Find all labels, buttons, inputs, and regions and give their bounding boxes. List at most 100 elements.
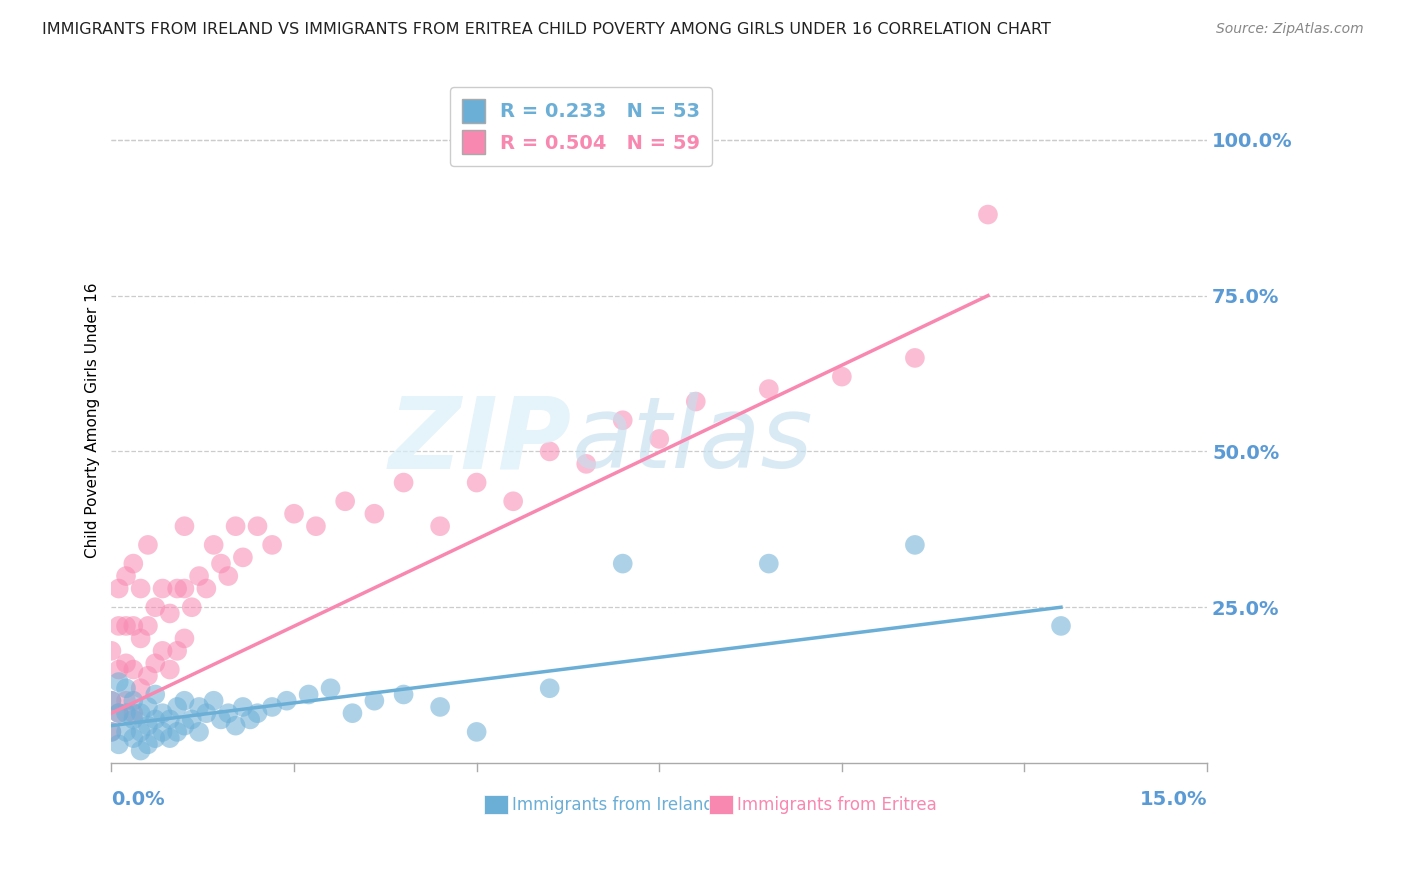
Point: [129, 706, 152, 721]
Point: [152, 706, 174, 721]
Point: [612, 557, 634, 571]
Point: [152, 724, 174, 739]
Point: [262, 700, 284, 714]
Point: [122, 619, 145, 633]
Point: [143, 688, 166, 702]
Point: [122, 557, 145, 571]
Point: [246, 519, 269, 533]
Point: [319, 681, 342, 696]
Point: [107, 675, 129, 690]
Point: [115, 619, 138, 633]
Point: [100, 644, 122, 658]
Point: [685, 394, 707, 409]
Point: [465, 724, 488, 739]
Text: 15.0%: 15.0%: [1140, 790, 1208, 809]
Legend: R = 0.233   N = 53, R = 0.504   N = 59: R = 0.233 N = 53, R = 0.504 N = 59: [450, 87, 711, 166]
Point: [276, 694, 298, 708]
Point: [173, 582, 195, 596]
Point: [538, 681, 561, 696]
Point: [188, 724, 211, 739]
Point: [1050, 619, 1073, 633]
Point: [173, 719, 195, 733]
Point: [115, 694, 138, 708]
Text: Immigrants from Eritrea: Immigrants from Eritrea: [737, 796, 936, 814]
Point: [129, 632, 152, 646]
Point: [612, 413, 634, 427]
Point: [195, 582, 218, 596]
Point: [166, 700, 188, 714]
Point: [538, 444, 561, 458]
Text: ZIP: ZIP: [388, 392, 572, 490]
Point: [136, 669, 159, 683]
Point: [232, 550, 254, 565]
Point: [136, 538, 159, 552]
Point: [159, 607, 181, 621]
Point: [502, 494, 524, 508]
Point: [107, 706, 129, 721]
Point: [100, 724, 122, 739]
Point: [904, 351, 927, 365]
Point: [173, 632, 195, 646]
Point: [831, 369, 853, 384]
Point: [100, 694, 122, 708]
Point: [129, 681, 152, 696]
Point: [209, 557, 232, 571]
Point: [143, 731, 166, 745]
Point: [129, 582, 152, 596]
Point: [115, 657, 138, 671]
Point: [143, 657, 166, 671]
Point: [465, 475, 488, 490]
Point: [129, 743, 152, 757]
Point: [166, 724, 188, 739]
Point: [429, 519, 451, 533]
Text: Immigrants from Ireland: Immigrants from Ireland: [512, 796, 714, 814]
Point: [122, 713, 145, 727]
Point: [152, 644, 174, 658]
Point: [298, 688, 321, 702]
Point: [166, 582, 188, 596]
Point: [180, 600, 202, 615]
Point: [107, 706, 129, 721]
Point: [136, 700, 159, 714]
Point: [225, 719, 247, 733]
Text: 0.0%: 0.0%: [111, 790, 165, 809]
Point: [115, 569, 138, 583]
Point: [232, 700, 254, 714]
Point: [283, 507, 305, 521]
Text: atlas: atlas: [572, 392, 813, 490]
Point: [575, 457, 598, 471]
Point: [136, 719, 159, 733]
Point: [648, 432, 671, 446]
Point: [262, 538, 284, 552]
Point: [188, 569, 211, 583]
Point: [115, 706, 138, 721]
Point: [136, 619, 159, 633]
Point: [100, 724, 122, 739]
Point: [758, 382, 780, 396]
Point: [173, 519, 195, 533]
Point: [122, 663, 145, 677]
Point: [122, 706, 145, 721]
Point: [136, 737, 159, 751]
Point: [225, 519, 247, 533]
Point: [152, 582, 174, 596]
FancyBboxPatch shape: [709, 796, 733, 814]
Point: [143, 713, 166, 727]
Point: [392, 475, 415, 490]
Point: [202, 538, 225, 552]
Point: [333, 494, 356, 508]
Point: [100, 694, 122, 708]
Point: [188, 700, 211, 714]
Y-axis label: Child Poverty Among Girls Under 16: Child Poverty Among Girls Under 16: [86, 283, 100, 558]
Text: IMMIGRANTS FROM IRELAND VS IMMIGRANTS FROM ERITREA CHILD POVERTY AMONG GIRLS UND: IMMIGRANTS FROM IRELAND VS IMMIGRANTS FR…: [42, 22, 1052, 37]
Point: [758, 557, 780, 571]
Point: [173, 694, 195, 708]
FancyBboxPatch shape: [484, 796, 508, 814]
Point: [239, 713, 262, 727]
Point: [217, 569, 239, 583]
Point: [363, 507, 385, 521]
Point: [342, 706, 364, 721]
Point: [195, 706, 218, 721]
Point: [217, 706, 239, 721]
Point: [363, 694, 385, 708]
